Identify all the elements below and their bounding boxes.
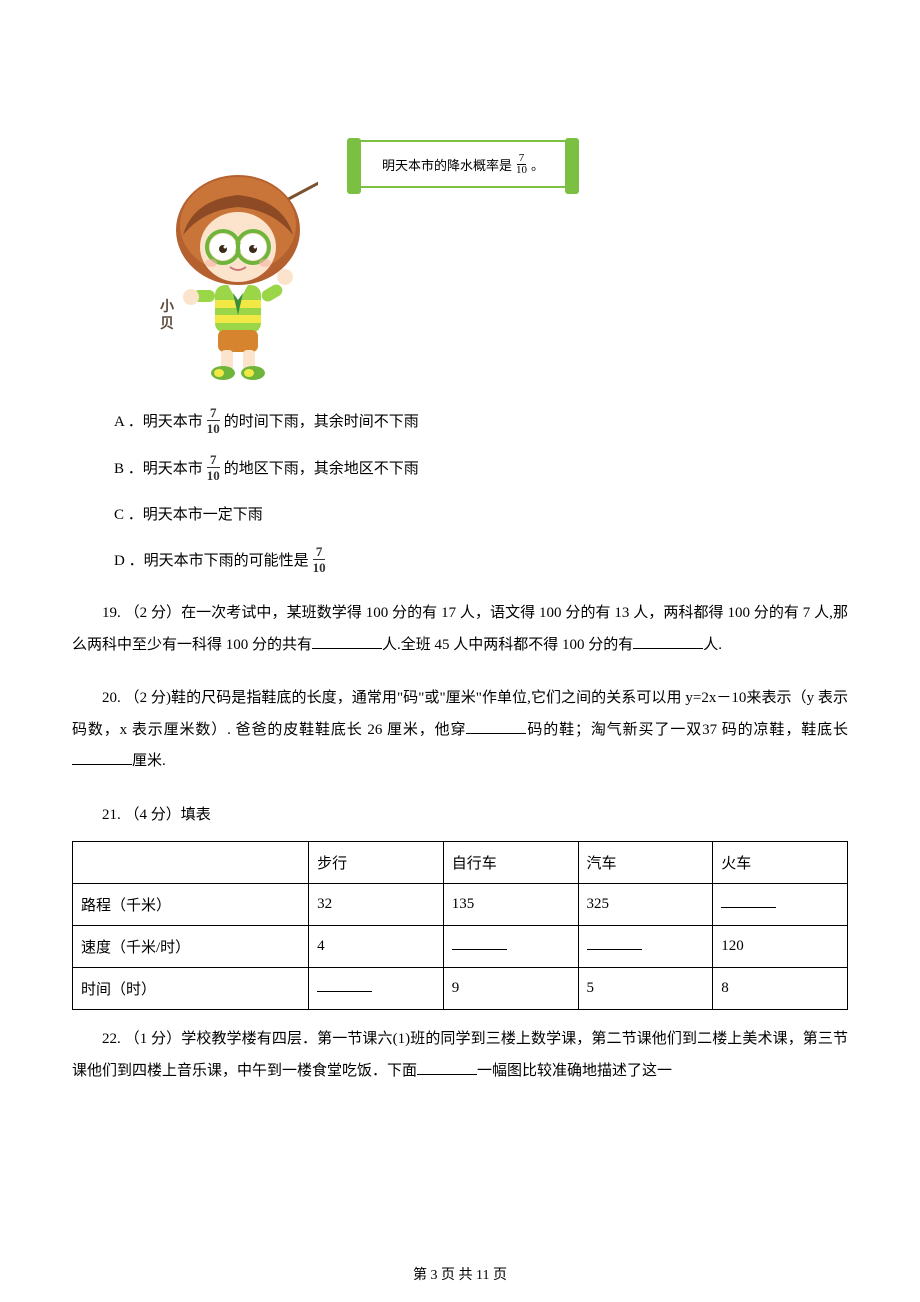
q22-blank bbox=[417, 1060, 477, 1075]
q21-table: 步行 自行车 汽车 火车 路程（千米） 32 135 325 速度（千米/时） … bbox=[72, 841, 848, 1010]
r2-c0 bbox=[309, 968, 444, 1010]
option-a-prefix: 明天本市 bbox=[143, 414, 203, 430]
question-22: 22. （1 分）学校教学楼有四层．第一节课六(1)班的同学到三楼上数学课，第二… bbox=[72, 1024, 848, 1087]
th-1: 步行 bbox=[309, 842, 444, 884]
option-a-suffix: 的时间下雨，其余时间不下雨 bbox=[224, 414, 419, 430]
r1-c0: 4 bbox=[309, 926, 444, 968]
r0-c3 bbox=[713, 884, 848, 926]
q19-b: 人.全班 45 人中两科都不得 100 分的有 bbox=[382, 637, 633, 653]
option-a-frac: 710 bbox=[204, 406, 223, 435]
speech-frac-den: 10 bbox=[514, 165, 529, 176]
r1-c2 bbox=[578, 926, 713, 968]
page-footer: 第 3 页 共 11 页 bbox=[0, 1264, 920, 1284]
option-d-prefix: 明天本市下雨的可能性是 bbox=[144, 553, 309, 569]
blank-cell bbox=[721, 896, 776, 908]
table-row: 时间（时） 9 5 8 bbox=[73, 968, 848, 1010]
blank-cell bbox=[317, 980, 372, 992]
option-b-suffix: 的地区下雨，其余地区不下雨 bbox=[224, 461, 419, 477]
table-row: 路程（千米） 32 135 325 bbox=[73, 884, 848, 926]
option-a: A ．明天本市710的时间下雨，其余时间不下雨 bbox=[114, 408, 848, 437]
q19-blank-1 bbox=[312, 634, 382, 649]
r0-label: 路程（千米） bbox=[73, 884, 309, 926]
r2-c3: 8 bbox=[713, 968, 848, 1010]
option-b-prefix: 明天本市 bbox=[143, 461, 203, 477]
r1-c1 bbox=[443, 926, 578, 968]
r2-c1: 9 bbox=[443, 968, 578, 1010]
th-4: 火车 bbox=[713, 842, 848, 884]
question-20: 20. （2 分)鞋的尺码是指鞋底的长度，通常用"码"或"厘米"作单位,它们之间… bbox=[72, 683, 848, 778]
character-label-1: 小 bbox=[160, 300, 174, 315]
question-19: 19. （2 分）在一次考试中，某班数学得 100 分的有 17 人，语文得 1… bbox=[72, 598, 848, 661]
character-label: 小 贝 bbox=[160, 300, 174, 334]
speech-suffix: 。 bbox=[531, 155, 544, 174]
character-xiaobei bbox=[143, 175, 318, 395]
blank-cell bbox=[587, 938, 642, 950]
speech-fraction: 7 10 bbox=[514, 153, 529, 176]
speech-prefix: 明天本市的降水概率是 bbox=[382, 155, 512, 174]
table-row: 速度（千米/时） 4 120 bbox=[73, 926, 848, 968]
r0-c2: 325 bbox=[578, 884, 713, 926]
option-d-frac: 710 bbox=[310, 545, 329, 574]
q20-blank-1 bbox=[466, 719, 526, 734]
r0-c0: 32 bbox=[309, 884, 444, 926]
r1-label: 速度（千米/时） bbox=[73, 926, 309, 968]
option-b-frac: 710 bbox=[204, 453, 223, 482]
th-2: 自行车 bbox=[443, 842, 578, 884]
q22-b: 一幅图比较准确地描述了这一 bbox=[477, 1063, 672, 1079]
table-header-row: 步行 自行车 汽车 火车 bbox=[73, 842, 848, 884]
speech-frac-num: 7 bbox=[517, 153, 527, 165]
r2-c2: 5 bbox=[578, 968, 713, 1010]
option-c-text: 明天本市一定下雨 bbox=[143, 507, 263, 523]
q19-c: 人. bbox=[703, 637, 722, 653]
option-c: C ．明天本市一定下雨 bbox=[114, 502, 848, 529]
question-21-title: 21. （4 分）填表 bbox=[72, 800, 848, 832]
footer-text: 第 3 页 共 11 页 bbox=[413, 1268, 507, 1283]
blank-cell bbox=[452, 938, 507, 950]
r0-c1: 135 bbox=[443, 884, 578, 926]
th-3: 汽车 bbox=[578, 842, 713, 884]
r1-c3: 120 bbox=[713, 926, 848, 968]
option-b: B ．明天本市710的地区下雨，其余地区不下雨 bbox=[114, 455, 848, 484]
character-label-2: 贝 bbox=[160, 317, 174, 332]
q21-title: 21. （4 分）填表 bbox=[102, 807, 211, 823]
q19-blank-2 bbox=[633, 634, 703, 649]
q20-c: 厘米. bbox=[132, 753, 166, 769]
th-0 bbox=[73, 842, 309, 884]
option-d: D ．明天本市下雨的可能性是710 bbox=[114, 547, 848, 576]
r2-label: 时间（时） bbox=[73, 968, 309, 1010]
illustration-container: 小 贝 明天本市的降水概率是 7 10 。 bbox=[88, 125, 488, 385]
q20-b: 码的鞋；淘气新买了一双37 码的凉鞋，鞋底长 bbox=[526, 722, 848, 738]
q20-blank-2 bbox=[72, 750, 132, 765]
speech-bubble: 明天本市的降水概率是 7 10 。 bbox=[353, 140, 573, 188]
